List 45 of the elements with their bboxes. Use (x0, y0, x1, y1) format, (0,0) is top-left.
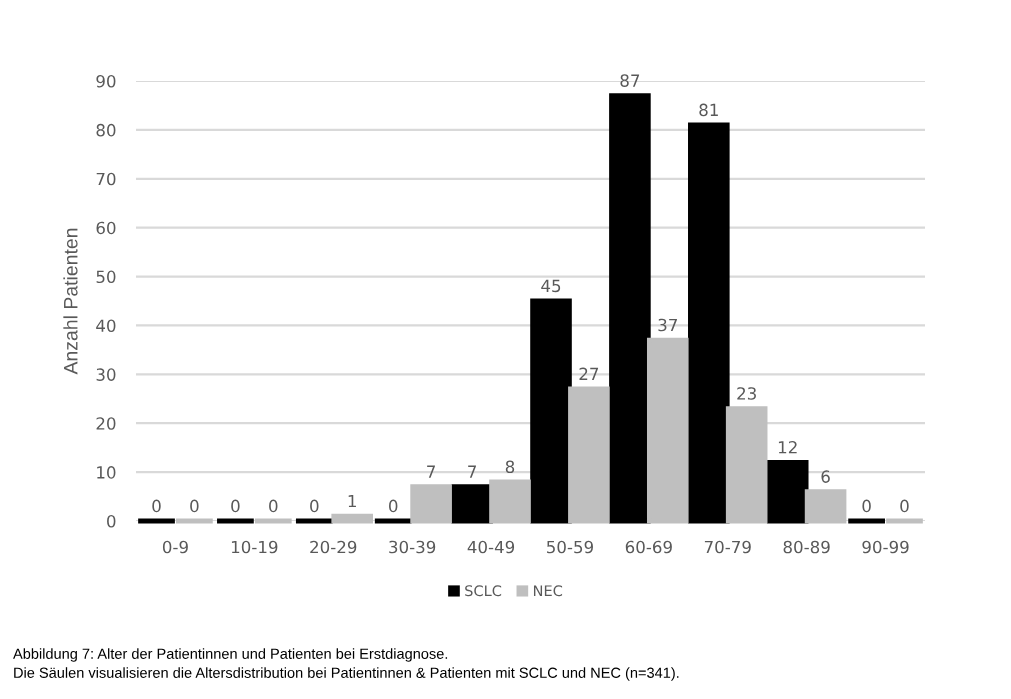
y-tick-label: 0 (107, 514, 116, 528)
data-label: 8 (505, 460, 515, 474)
x-tick-label: 10-19 (231, 540, 278, 554)
data-label: 7 (427, 465, 435, 478)
x-tick-label: 90-99 (862, 540, 909, 554)
x-tick-label: 70-79 (704, 540, 751, 554)
text: Abbildung 7: Alter der Patientinnen und Patienten bei Erstdiagnose. (13, 648, 448, 662)
data-label: 0 (310, 499, 319, 513)
x-tick-label: 40-49 (467, 540, 515, 554)
data-label: 87 (620, 74, 640, 87)
y-tick-label: 30 (96, 368, 116, 381)
x-tick-label: 30-39 (389, 540, 436, 554)
data-label: 12 (778, 440, 797, 454)
y-axis-title: Anzahl Patienten (63, 228, 78, 375)
data-label: 23 (737, 387, 756, 400)
y-tick-label: 90 (96, 74, 116, 88)
y-tick-label: 60 (96, 221, 116, 235)
x-tick-label: 50-59 (547, 540, 593, 554)
y-tick-label: 70 (96, 172, 116, 186)
data-label: 0 (190, 499, 199, 513)
data-label: 0 (862, 499, 871, 513)
legend-label: NEC (533, 585, 563, 597)
y-tick-label: 10 (97, 466, 116, 479)
data-label: 0 (231, 499, 240, 513)
data-label: 7 (468, 465, 476, 478)
y-tick-label: 50 (96, 270, 116, 284)
legend-label: SCLC (465, 585, 502, 597)
data-label: 45 (541, 279, 561, 293)
data-label: 1 (348, 494, 356, 508)
data-label: 27 (579, 367, 599, 380)
text: Die Säulen visualisieren die Altersdistribution bei Patientinnen & Patienten mit SCLC und NEC (n=341). (14, 667, 679, 681)
data-label: 81 (699, 103, 718, 117)
data-label: 37 (658, 318, 677, 332)
data-label: 0 (152, 499, 161, 513)
y-tick-label: 20 (96, 417, 116, 430)
data-label: 0 (269, 499, 278, 513)
y-tick-label: 40 (96, 319, 116, 333)
x-tick-label: 80-89 (783, 540, 830, 554)
x-tick-label: 20-29 (310, 540, 357, 554)
y-tick-label: 80 (96, 123, 116, 137)
x-tick-label: 0-9 (162, 540, 188, 554)
data-label: 0 (389, 499, 398, 513)
data-label: 0 (900, 499, 909, 513)
data-label: 6 (821, 470, 830, 483)
x-tick-label: 60-69 (625, 540, 672, 554)
